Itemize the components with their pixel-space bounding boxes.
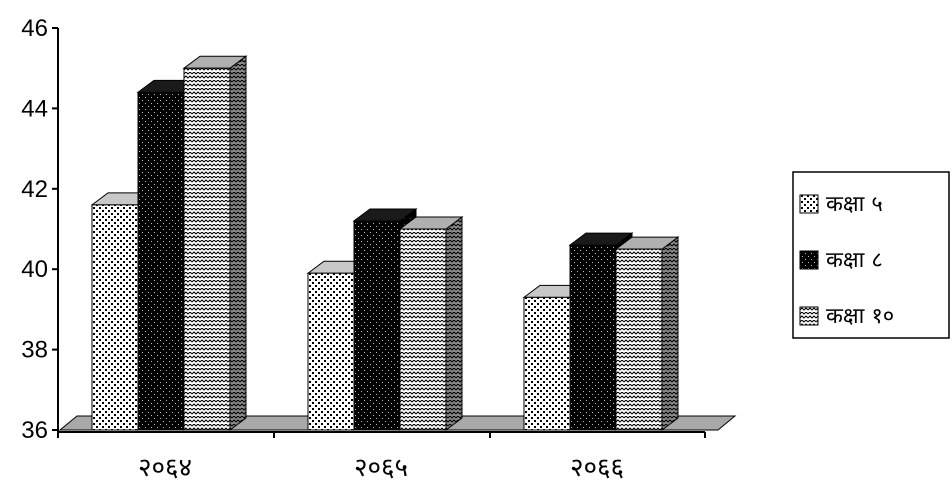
bar-front: [137, 91, 185, 431]
x-category-label: २०६६: [570, 453, 624, 483]
bar-3-1: [182, 55, 248, 431]
legend-label: कक्षा १०: [826, 304, 894, 329]
y-tick-label: 38: [21, 337, 48, 364]
legend-box: [792, 171, 950, 339]
bar-side: [445, 216, 463, 431]
bar-3-2: [398, 216, 464, 431]
y-tick-label: 40: [21, 256, 48, 283]
y-axis-ticks: 36 38 40 42 44 46: [21, 15, 58, 444]
y-tick-label: 36: [21, 417, 48, 444]
bar-front: [353, 220, 401, 431]
legend-label: कक्षा ५: [826, 192, 883, 217]
bars-group: [90, 55, 680, 431]
bar-side: [229, 55, 247, 431]
y-tick-label: 42: [21, 176, 48, 203]
x-axis-labels: २०६४ २०६५ २०६६: [57, 432, 706, 483]
bar-front: [183, 67, 231, 431]
bar-3-3: [614, 236, 680, 431]
y-tick-label: 46: [21, 15, 48, 42]
y-tick-label: 44: [21, 95, 48, 122]
legend-swatch: [799, 306, 819, 326]
bar-side: [661, 236, 679, 431]
x-category-label: २०६५: [354, 453, 408, 483]
bar-front: [569, 244, 617, 431]
legend-label: कक्षा ८: [826, 248, 883, 273]
bar-front: [91, 204, 139, 431]
bar-front: [523, 296, 571, 431]
bar-front: [615, 248, 663, 431]
legend: कक्षा ५ कक्षा ८ कक्षा १०: [792, 171, 950, 339]
x-category-label: २०६४: [138, 453, 192, 483]
bar-front: [399, 228, 447, 431]
bar-front: [307, 272, 355, 431]
legend-swatch: [799, 250, 819, 270]
legend-swatch: [799, 194, 819, 214]
